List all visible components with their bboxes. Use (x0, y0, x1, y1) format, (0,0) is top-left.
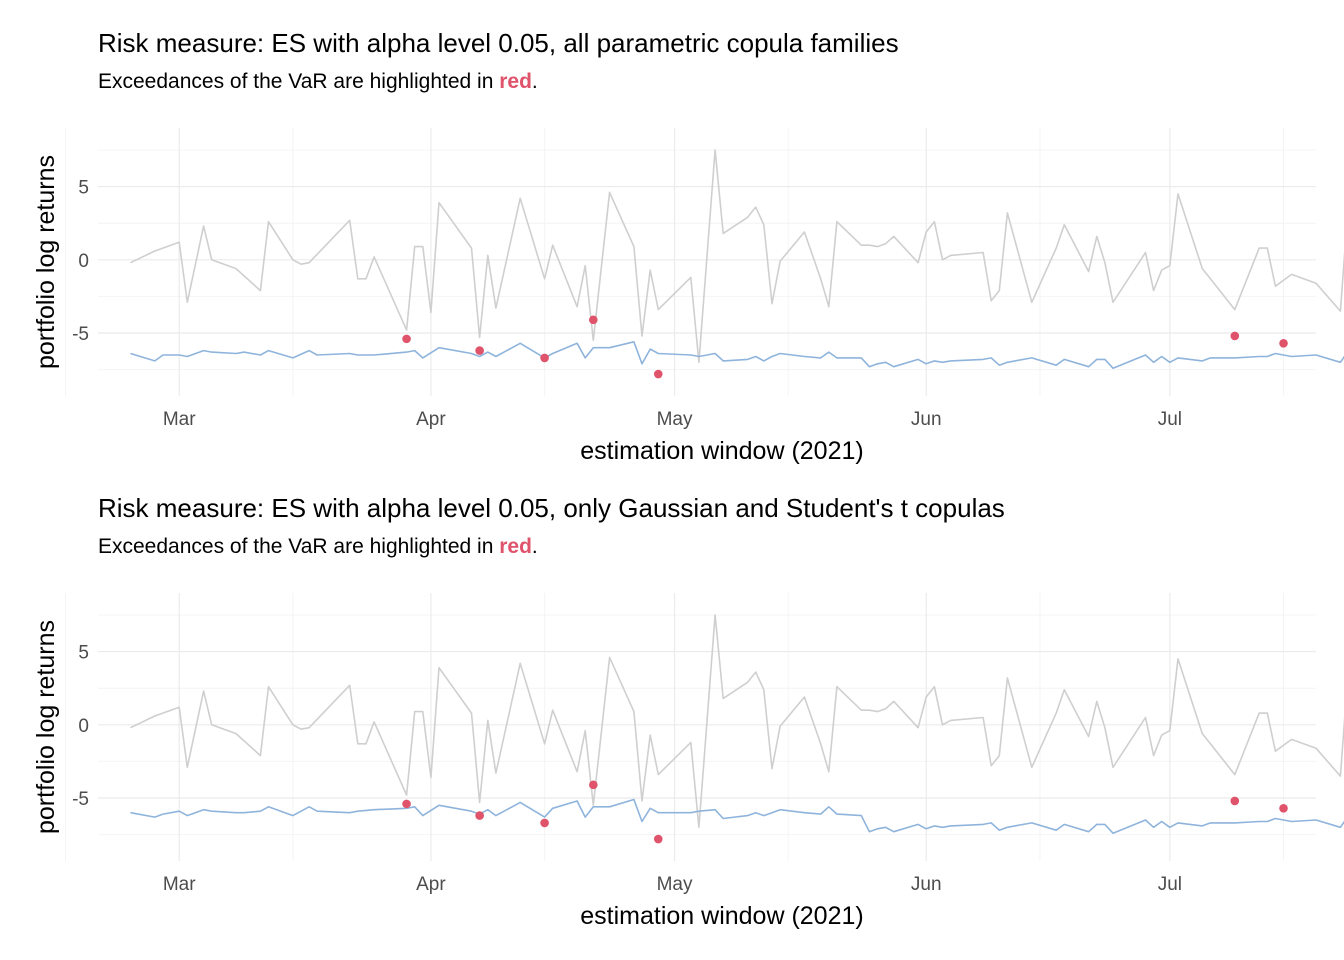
x-axis-title: estimation window (2021) (580, 437, 863, 465)
exceedance-point (653, 834, 663, 844)
y-tick-label: 0 (78, 251, 89, 272)
gridlines (65, 593, 1316, 861)
exceedance-point (1230, 331, 1240, 341)
exceedance-point (1279, 803, 1288, 813)
chart-title: Risk measure: ES with alpha level 0.05, … (98, 493, 1005, 523)
returns-line (130, 614, 1344, 829)
y-tick-label: -5 (72, 324, 89, 345)
exceedance-point (540, 818, 549, 828)
exceedance-point (475, 346, 484, 355)
y-tick-label: -5 (72, 789, 89, 810)
returns-line (130, 149, 1344, 364)
var-line (130, 340, 1344, 370)
chart-subtitle: Exceedances of the VaR are highlighted i… (98, 535, 538, 559)
subtitle-highlight: red (499, 70, 532, 93)
x-tick-label: Mar (163, 409, 196, 430)
chart-title: Risk measure: ES with alpha level 0.05, … (98, 28, 899, 58)
exceedance-point (1230, 796, 1240, 806)
exceedance-point (653, 369, 663, 379)
x-tick-label: Apr (416, 409, 446, 430)
exceedance-points (402, 780, 1288, 844)
subtitle-end: . (531, 70, 538, 93)
tick-labels: -5 0 5 Mar Apr May Jun Jul (72, 178, 1182, 430)
x-tick-label: Jul (1158, 409, 1182, 430)
y-tick-label: 5 (78, 178, 89, 199)
x-tick-label: Jun (911, 409, 942, 430)
x-tick-label: Mar (163, 874, 196, 895)
subtitle-end: . (531, 535, 538, 558)
var-line (130, 798, 1344, 835)
chart-subtitle: Exceedances of the VaR are highlighted i… (98, 70, 538, 94)
x-tick-label: May (657, 409, 693, 430)
x-tick-label: Apr (416, 874, 446, 895)
gridlines (65, 128, 1316, 396)
chart-panel-gaussian-t-copulas: Risk measure: ES with alpha level 0.05, … (0, 465, 1344, 945)
series-group (130, 614, 1344, 835)
x-tick-label: Jul (1158, 874, 1182, 895)
x-axis-title: estimation window (2021) (580, 902, 863, 930)
exceedance-point (589, 780, 598, 790)
chart-svg: -5 0 5 Mar Apr May Jun Jul estimation wi… (32, 593, 1344, 930)
exceedance-point (589, 315, 598, 325)
x-tick-label: Jun (911, 874, 942, 895)
tick-labels: -5 0 5 Mar Apr May Jun Jul (72, 643, 1182, 895)
exceedance-point (402, 334, 411, 344)
chart-panel-all-copulas: Risk measure: ES with alpha level 0.05, … (32, 28, 1344, 465)
exceedance-points (402, 315, 1288, 379)
exceedance-point (540, 353, 549, 363)
subtitle-highlight: red (499, 535, 532, 558)
exceedance-point (1279, 338, 1288, 348)
subtitle-text: Exceedances of the VaR are highlighted i… (98, 70, 500, 93)
exceedance-point (475, 811, 484, 820)
chart-svg: -5 0 5 Mar Apr May Jun Jul estimation wi… (32, 128, 1344, 465)
subtitle-text: Exceedances of the VaR are highlighted i… (98, 535, 500, 558)
exceedance-point (402, 799, 411, 809)
y-tick-label: 5 (78, 643, 89, 664)
series-group (130, 149, 1344, 370)
y-axis-title: portfolio log returns (32, 155, 60, 369)
y-axis-title: portfolio log returns (32, 620, 60, 834)
x-tick-label: May (657, 874, 693, 895)
y-tick-label: 0 (78, 716, 89, 737)
